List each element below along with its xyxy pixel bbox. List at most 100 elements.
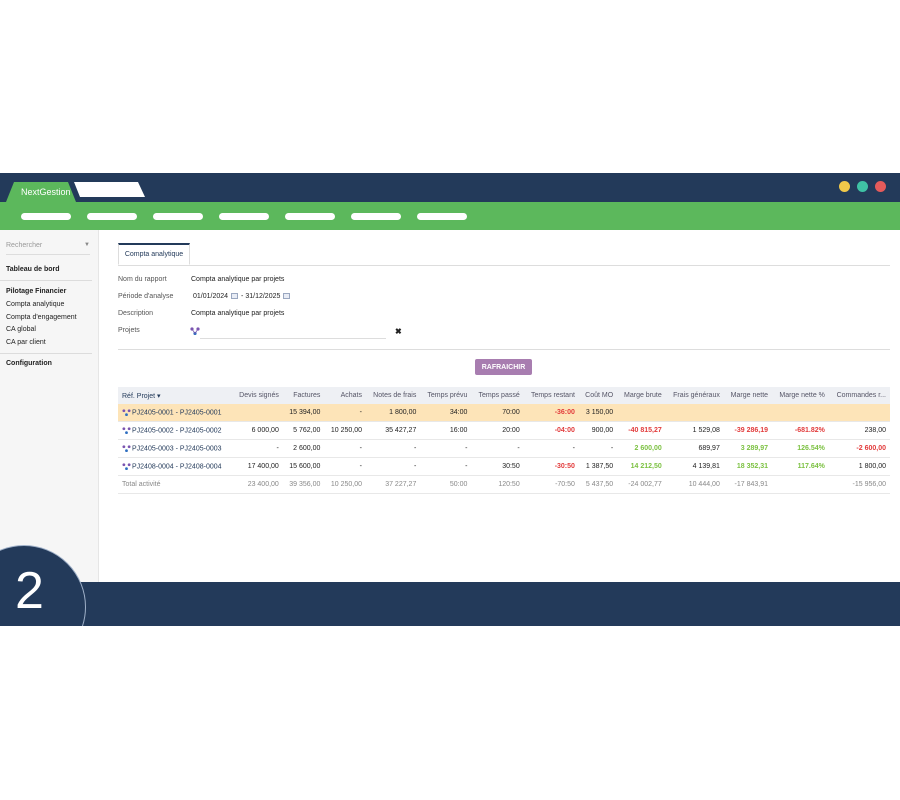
sidebar-divider bbox=[0, 280, 92, 281]
sidebar-divider bbox=[0, 353, 92, 354]
title-bar: NextGestion bbox=[0, 173, 900, 202]
tab-compta-analytique[interactable]: Compta analytique bbox=[118, 243, 190, 265]
sidebar-item-dashboard[interactable]: Tableau de bord bbox=[6, 266, 60, 273]
table-row[interactable]: PJ2405-0003 - PJ2405-0003-2 600,00- - - - - -… bbox=[118, 439, 890, 458]
table-cell: 900,00 bbox=[578, 421, 618, 440]
total-row: Total activité 23 400,00 39 356,00 10 250,0… bbox=[118, 475, 890, 494]
total-cell: 39 356,00 bbox=[282, 475, 325, 494]
clear-icon[interactable]: ✖ bbox=[395, 327, 402, 336]
table-cell bbox=[617, 404, 666, 422]
total-cell: -24 002,77 bbox=[617, 475, 666, 494]
period-end-input[interactable]: 31/12/2025 bbox=[245, 293, 281, 300]
table-cell: 70:00 bbox=[471, 404, 524, 422]
tab-nextgestion[interactable]: NextGestion bbox=[6, 182, 76, 202]
sidebar-item-ca-par-client[interactable]: CA par client bbox=[6, 339, 46, 346]
tab-label: NextGestion bbox=[21, 187, 71, 197]
total-cell: 5 437,50 bbox=[578, 475, 618, 494]
period-label: Période d'analyse bbox=[118, 293, 174, 300]
menu-item-5[interactable] bbox=[285, 213, 335, 220]
project-tree-icon bbox=[122, 409, 131, 416]
column-header-ref-projet[interactable]: Réf. Projet ▾ bbox=[118, 387, 233, 404]
total-cell: 23 400,00 bbox=[232, 475, 283, 494]
results-table: Réf. Projet ▾ Devis signés Factures Achats N… bbox=[118, 387, 890, 494]
refresh-button[interactable]: RAFRAICHIR bbox=[475, 359, 532, 375]
table-cell: -2 600,00 bbox=[828, 439, 890, 458]
column-header[interactable]: Marge nette % bbox=[772, 387, 829, 404]
project-tree-icon bbox=[122, 427, 131, 434]
project-tree-icon bbox=[190, 327, 200, 335]
table-cell bbox=[723, 404, 773, 422]
column-header[interactable]: Devis signés bbox=[232, 387, 283, 404]
top-menu-bar bbox=[0, 202, 900, 230]
column-header[interactable]: Marge nette bbox=[723, 387, 773, 404]
calendar-icon[interactable] bbox=[283, 293, 291, 300]
table-row[interactable]: PJ2405-0001 - PJ2405-0001 15 394,00-1 800… bbox=[118, 404, 890, 422]
table-row[interactable]: PJ2408-0004 - PJ2408-0004 17 400,00 15 600… bbox=[118, 457, 890, 476]
table-cell: 14 212,50 bbox=[617, 457, 666, 476]
total-cell bbox=[772, 475, 829, 494]
column-header[interactable]: Marge brute bbox=[617, 387, 666, 404]
column-header[interactable]: Notes de frais bbox=[366, 387, 421, 404]
table-cell: - bbox=[366, 439, 421, 458]
table-cell: 35 427,27 bbox=[366, 421, 421, 440]
project-link[interactable]: PJ2405-0003 - PJ2405-0003 bbox=[118, 439, 233, 458]
project-link[interactable]: PJ2405-0002 - PJ2405-0002 bbox=[118, 421, 233, 440]
table-cell: -30:50 bbox=[523, 457, 579, 476]
column-header[interactable]: Frais généraux bbox=[665, 387, 724, 404]
search-placeholder: Rechercher bbox=[6, 242, 43, 249]
project-ref: PJ2408-0004 - PJ2408-0004 bbox=[132, 463, 222, 471]
column-header[interactable]: Temps prévu bbox=[420, 387, 472, 404]
sidebar-item-configuration[interactable]: Configuration bbox=[6, 360, 52, 367]
sidebar-item-ca-global[interactable]: CA global bbox=[6, 326, 36, 333]
table-cell: - bbox=[366, 457, 421, 476]
table-cell: 1 387,50 bbox=[578, 457, 618, 476]
project-link[interactable]: PJ2408-0004 - PJ2408-0004 bbox=[118, 457, 233, 476]
menu-item-7[interactable] bbox=[417, 213, 467, 220]
project-link[interactable]: PJ2405-0001 - PJ2405-0001 bbox=[118, 404, 233, 422]
sidebar: Rechercher ▼ Tableau de bord Pilotage Fi… bbox=[0, 230, 99, 583]
table-cell: - bbox=[578, 439, 618, 458]
project-ref: PJ2405-0002 - PJ2405-0002 bbox=[132, 427, 222, 435]
table-cell: 3 289,97 bbox=[723, 439, 773, 458]
menu-item-2[interactable] bbox=[87, 213, 137, 220]
table-cell: 1 529,08 bbox=[665, 421, 724, 440]
table-cell: 20:00 bbox=[471, 421, 524, 440]
report-name-value: Compta analytique par projets bbox=[191, 276, 285, 283]
menu-item-1[interactable] bbox=[21, 213, 71, 220]
column-header[interactable]: Achats bbox=[324, 387, 366, 404]
chevron-down-icon[interactable]: ▼ bbox=[84, 242, 90, 248]
table-cell bbox=[828, 404, 890, 422]
table-cell: 5 762,00 bbox=[282, 421, 325, 440]
close-dot-icon[interactable] bbox=[875, 181, 886, 192]
table-cell: 17 400,00 bbox=[232, 457, 283, 476]
maximize-dot-icon[interactable] bbox=[857, 181, 868, 192]
minimize-dot-icon[interactable] bbox=[839, 181, 850, 192]
table-cell bbox=[665, 404, 724, 422]
table-cell: -681.82% bbox=[772, 421, 829, 440]
table-cell: 18 352,31 bbox=[723, 457, 773, 476]
column-header[interactable]: Temps passé bbox=[471, 387, 524, 404]
sidebar-item-compta-engagement[interactable]: Compta d'engagement bbox=[6, 314, 77, 321]
table-cell: -40 815,27 bbox=[617, 421, 666, 440]
table-cell: 15 394,00 bbox=[282, 404, 325, 422]
total-cell: 10 444,00 bbox=[665, 475, 724, 494]
column-header[interactable]: Commandes r... bbox=[828, 387, 890, 404]
sidebar-item-compta-analytique[interactable]: Compta analytique bbox=[6, 301, 65, 308]
menu-item-3[interactable] bbox=[153, 213, 203, 220]
menu-item-6[interactable] bbox=[351, 213, 401, 220]
column-header[interactable]: Coût MO bbox=[578, 387, 618, 404]
period-start-input[interactable]: 01/01/2024 bbox=[193, 293, 229, 300]
column-header[interactable]: Temps restant bbox=[523, 387, 579, 404]
search-input[interactable]: Rechercher ▼ bbox=[6, 242, 90, 255]
table-cell: 2 600,00 bbox=[617, 439, 666, 458]
table-header: Réf. Projet ▾ Devis signés Factures Achats N… bbox=[118, 387, 890, 404]
menu-item-4[interactable] bbox=[219, 213, 269, 220]
projects-input[interactable] bbox=[200, 328, 386, 339]
period-separator: - bbox=[241, 293, 244, 300]
column-header[interactable]: Factures bbox=[282, 387, 325, 404]
table-cell: 126.54% bbox=[772, 439, 829, 458]
table-row[interactable]: PJ2405-0002 - PJ2405-0002 6 000,00 5 762,0… bbox=[118, 421, 890, 440]
tab-blank[interactable] bbox=[74, 182, 145, 197]
description-label: Description bbox=[118, 310, 154, 317]
calendar-icon[interactable] bbox=[231, 293, 239, 300]
